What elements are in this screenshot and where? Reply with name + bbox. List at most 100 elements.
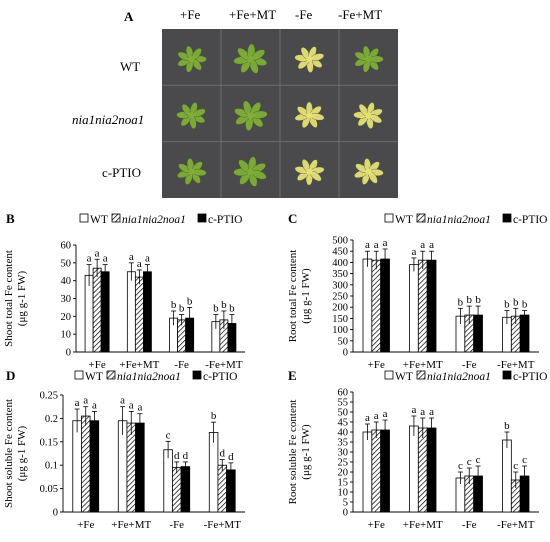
legend-swatch — [384, 213, 394, 223]
y-tick-label: 0.1 — [45, 461, 58, 472]
legend: WT nia1nia2noa1 c-PTIO — [79, 213, 243, 226]
bar — [84, 274, 94, 353]
seedling-center — [306, 112, 313, 119]
significance-letter: b — [211, 410, 217, 422]
significance-letter: a — [420, 239, 425, 251]
seedlings — [176, 43, 384, 187]
photo-column-header: +Fe+MT — [229, 7, 276, 22]
legend-swatch — [79, 213, 89, 223]
bar — [409, 264, 419, 353]
y-tick-label: 50 — [338, 336, 349, 347]
axis-label: Shoot total Fe content — [3, 250, 15, 347]
significance-letter: b — [522, 299, 528, 311]
panel-label: C — [288, 211, 297, 226]
x-tick-label: -Fe+MT — [497, 359, 535, 371]
x-tick-label: +Fe+MT — [403, 359, 443, 371]
significance-letter: b — [221, 299, 227, 311]
seedling-center — [365, 56, 372, 63]
chart-panel-e: E WT nia1nia2noa1 c-PTIO Root soluble Fe con… — [287, 368, 548, 531]
axis-label: (μg g-1 FW) — [300, 268, 312, 324]
significance-letter: a — [365, 412, 370, 424]
seedling — [233, 43, 268, 74]
bar — [180, 466, 191, 513]
photo-grid — [162, 29, 398, 198]
legend: WT nia1nia2noa1 c-PTIO — [384, 370, 548, 383]
bar — [217, 464, 227, 513]
seedling-center — [306, 56, 313, 63]
y-tick-label: 0 — [53, 508, 58, 519]
legend-label: nia1nia2noa1 — [122, 214, 186, 226]
y-tick-label: 20 — [61, 312, 72, 323]
x-tick-label: -Fe — [169, 519, 184, 531]
bar — [92, 267, 102, 353]
significance-letter: a — [83, 395, 88, 407]
y-tick-label: 55 — [338, 398, 349, 409]
significance-letter: c — [458, 460, 463, 472]
x-tick-label: +Fe+MT — [119, 359, 159, 371]
y-tick-label: 250 — [332, 292, 348, 303]
panel-label: D — [6, 368, 15, 383]
y-tick-label: 0 — [343, 508, 348, 519]
charts: B WT nia1nia2noa1 c-PTIO Shoot total Fe cont… — [3, 211, 548, 531]
y-tick-label: 30 — [61, 294, 72, 305]
y-tick-label: 0.2 — [45, 414, 58, 425]
y-tick-label: 15 — [338, 478, 349, 489]
significance-letter: b — [229, 303, 235, 315]
x-tick-label: +Fe — [368, 519, 385, 531]
legend-label: WT — [395, 214, 413, 226]
y-tick-label: 20 — [338, 468, 349, 479]
photo-panel: A +Fe +Fe+MT -Fe -Fe+MT WT nia1nia2noa1 … — [72, 7, 398, 198]
seedling-center — [188, 56, 195, 63]
axis-label: Shoot soluble Fe content — [3, 399, 15, 508]
x-tick-label: +Fe — [77, 519, 94, 531]
significance-letter: d — [183, 450, 189, 462]
y-tick-label: 50 — [61, 258, 72, 269]
significance-letter: d — [228, 451, 234, 463]
y-tick-label: 200 — [332, 303, 348, 314]
seedling-center — [247, 112, 254, 119]
seedling — [234, 100, 268, 131]
significance-letter: c — [166, 429, 171, 441]
y-tick-label: 0.05 — [40, 484, 58, 495]
significance-letter: c — [522, 454, 527, 466]
legend-label: c-PTIO — [513, 371, 548, 383]
axis-label: Root soluble Fe content — [287, 400, 299, 505]
y-tick-label: 45 — [338, 418, 349, 429]
legend-swatch — [416, 213, 426, 223]
bar — [142, 271, 152, 353]
legend-swatch — [502, 370, 512, 380]
bar — [208, 432, 219, 513]
significance-letter: b — [467, 294, 473, 306]
seedling-center — [365, 112, 372, 119]
x-tick-label: +Fe+MT — [111, 519, 151, 531]
legend-swatch — [192, 370, 202, 380]
significance-letter: c — [467, 456, 472, 468]
y-tick-label: 5 — [343, 498, 348, 509]
significance-letter: a — [145, 253, 150, 265]
seedling — [233, 156, 267, 187]
significance-letter: a — [429, 239, 434, 251]
significance-letter: a — [374, 410, 379, 422]
legend-swatch — [384, 370, 394, 380]
significance-letter: b — [475, 294, 481, 306]
y-tick-label: 400 — [332, 258, 348, 269]
bar — [100, 271, 110, 353]
axis-label: (μg g-1 FW) — [16, 425, 28, 481]
bar — [362, 431, 373, 513]
legend-label: c-PTIO — [203, 371, 238, 383]
seedling-center — [306, 168, 313, 175]
photo-row-label: c-PTIO — [102, 165, 141, 180]
seedling — [294, 159, 325, 186]
y-tick-label: 0 — [343, 348, 348, 359]
x-tick-label: -Fe — [462, 359, 477, 371]
bar — [89, 420, 100, 513]
seedling — [177, 158, 207, 185]
seedling-center — [247, 168, 254, 175]
significance-letter: b — [504, 420, 510, 432]
significance-letter: b — [213, 303, 219, 315]
y-tick-label: 0.25 — [40, 391, 58, 402]
significance-letter: a — [95, 247, 100, 259]
panel-label: E — [288, 368, 297, 383]
